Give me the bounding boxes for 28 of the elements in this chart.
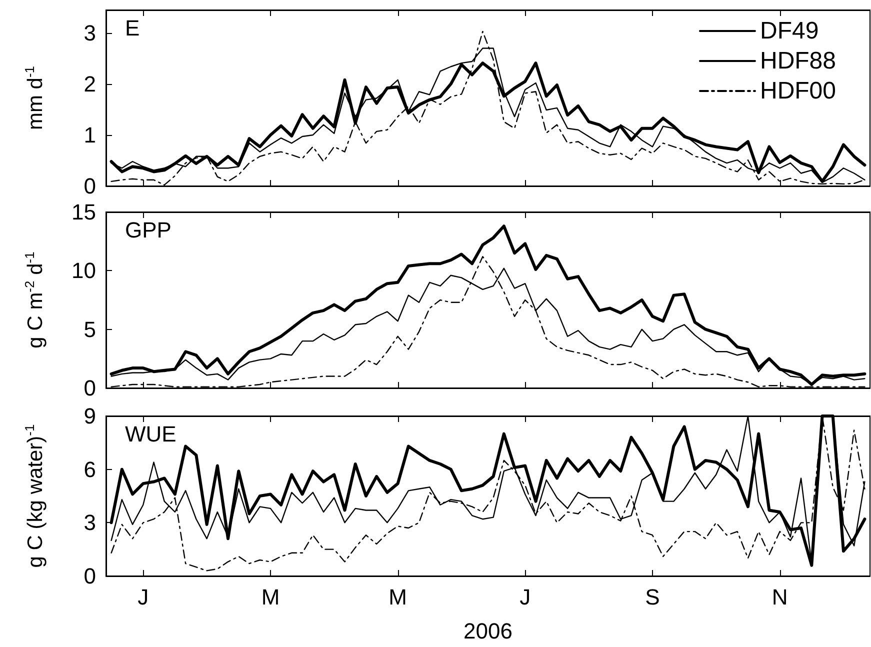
x-tick-label: S	[645, 584, 660, 610]
y-tick-label: 0	[84, 174, 96, 198]
y-axis-title: g C (kg water)-1	[22, 424, 47, 568]
y-tick-label: 5	[84, 316, 96, 342]
y-tick-label: 10	[72, 258, 96, 284]
x-axis-title: 2006	[464, 618, 512, 644]
y-tick-label: 15	[72, 200, 96, 224]
y-axis-title: g C m-2 d-1	[22, 252, 47, 348]
legend-label: DF49	[760, 18, 819, 44]
chart-title: E	[125, 16, 140, 40]
y-tick-label: 0	[84, 376, 96, 400]
y-tick-label: 6	[84, 456, 96, 482]
chart-title: GPP	[125, 218, 172, 242]
x-tick-label: J	[138, 584, 149, 610]
y-tick-label: 3	[84, 510, 96, 536]
x-tick-label: M	[261, 584, 280, 610]
chart-title: WUE	[125, 422, 176, 446]
x-tick-label: J	[520, 584, 531, 610]
legend-label: HDF88	[760, 48, 836, 74]
x-tick-label: N	[772, 584, 788, 610]
y-tick-label: 2	[84, 71, 96, 96]
y-tick-label: 1	[84, 122, 96, 148]
x-tick-label: M	[388, 584, 407, 610]
legend-label: HDF00	[760, 78, 836, 104]
y-tick-label: 9	[84, 404, 96, 428]
y-tick-label: 0	[84, 564, 96, 588]
y-tick-label: 3	[84, 20, 96, 46]
y-axis-title: mm d-1	[22, 66, 47, 130]
